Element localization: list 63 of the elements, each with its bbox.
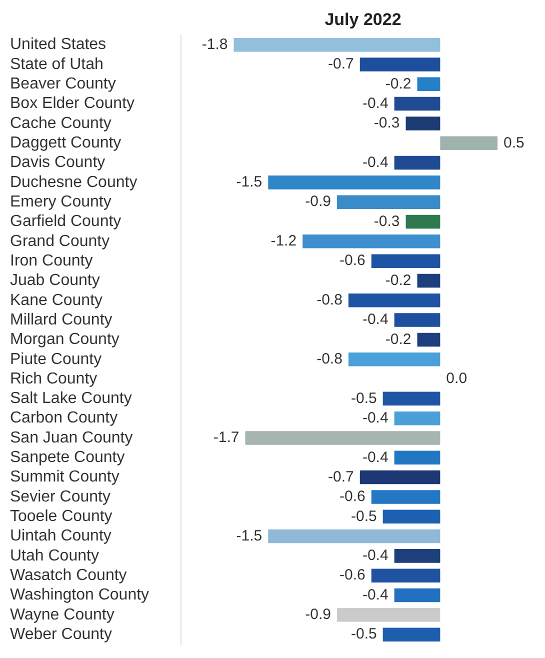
y-tick-label: Utah County (10, 547, 99, 564)
y-tick-label: Summit County (10, 468, 120, 486)
data-label: -0.4 (362, 547, 388, 564)
y-tick-label: Emery County (10, 194, 112, 210)
y-tick-label: Garfield County (10, 213, 122, 230)
y-tick-label: Weber County (10, 626, 112, 643)
y-tick-label: Wasatch County (10, 567, 127, 584)
y-tick-label: Morgan County (10, 331, 120, 348)
data-label: -0.9 (305, 606, 331, 624)
y-tick-label: Beaver County (10, 76, 116, 93)
y-tick-label: Carbon County (10, 410, 118, 427)
data-label: -0.9 (305, 193, 331, 210)
y-tick-label: Tooele County (10, 508, 112, 526)
y-tick-label: Sevier County (10, 488, 110, 506)
data-label: -0.5 (350, 626, 377, 643)
data-label: -0.4 (362, 94, 388, 112)
y-tick-label: Davis County (10, 154, 106, 172)
y-tick-label: Box Elder County (10, 95, 135, 112)
y-tick-label: Duchesne County (10, 174, 138, 191)
data-label: -0.4 (362, 448, 388, 466)
data-label: -0.2 (385, 272, 412, 289)
data-label: -0.8 (316, 292, 342, 309)
data-label: -0.2 (385, 330, 412, 348)
y-tick-label: Sanpete County (10, 449, 125, 466)
y-tick-label: Cache County (10, 114, 112, 132)
y-tick-label: Piute County (10, 350, 102, 368)
data-label: -0.6 (340, 252, 366, 270)
y-tick-label: United States (10, 36, 106, 54)
data-label: -0.5 (350, 508, 377, 525)
y-tick-label: Uintah County (10, 528, 112, 545)
y-tick-label: Kane County (10, 292, 103, 309)
y-tick-label: Juab County (10, 272, 100, 290)
data-label: -0.5 (350, 390, 377, 407)
data-label: -0.3 (374, 212, 400, 230)
y-tick-label: Millard County (10, 311, 112, 328)
y-tick-label: Wayne County (10, 606, 114, 624)
data-label: -0.8 (316, 350, 342, 368)
y-tick-label: San Juan County (10, 429, 133, 446)
data-label: -0.4 (362, 586, 388, 604)
data-label: -0.3 (374, 114, 400, 132)
data-label: 0.5 (504, 134, 524, 152)
y-tick-label: Grand County (10, 232, 110, 250)
y-tick-label: Rich County (10, 370, 98, 388)
data-label: -1.5 (236, 527, 262, 544)
data-label: -1.5 (236, 174, 262, 191)
data-label: -0.4 (362, 154, 388, 171)
data-label: -0.4 (362, 409, 388, 426)
data-label: -1.8 (202, 36, 228, 53)
y-tick-label: Daggett County (10, 134, 122, 152)
data-label: -0.7 (328, 468, 354, 486)
y-tick-label: Washington County (10, 586, 150, 604)
chart-title: July 2022 (324, 10, 402, 30)
data-label: -0.6 (340, 488, 366, 506)
data-label: -0.7 (328, 56, 354, 73)
data-label: -0.2 (385, 75, 412, 92)
data-label: -1.7 (213, 429, 240, 446)
y-tick-label: State of Utah (10, 56, 104, 73)
data-label: -0.6 (340, 566, 366, 584)
data-label: -1.2 (270, 232, 297, 250)
data-label: -0.4 (362, 311, 388, 328)
y-tick-label: Salt Lake County (10, 390, 132, 408)
y-tick-label: Iron County (10, 252, 93, 270)
data-label: 0.0 (446, 370, 468, 388)
